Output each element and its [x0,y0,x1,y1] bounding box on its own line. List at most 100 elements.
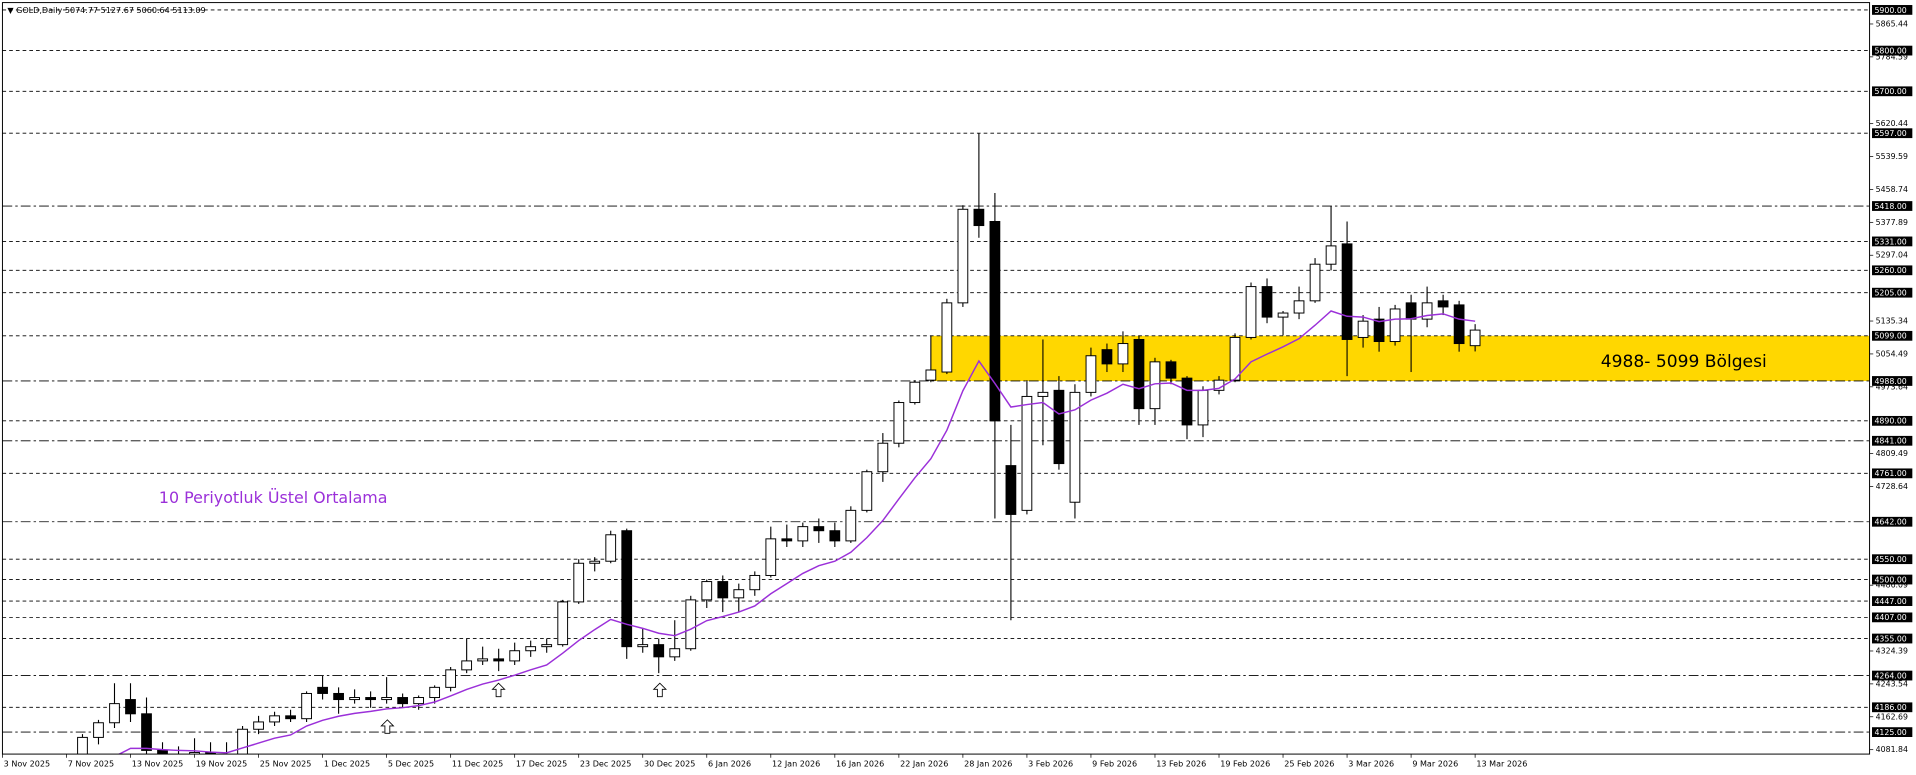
x-tick-label: 13 Mar 2026 [1476,759,1527,768]
axis-layer: 5865.44 5784.59 5620.44 5539.59 5458.74 5377.… [2,5,1913,768]
arrow-up [652,682,667,698]
candle-up [925,369,937,381]
level-tag [1872,330,1913,341]
level-tag [1872,376,1913,386]
candle-up [605,534,617,562]
y-tick-label: 4324.39 [1876,646,1908,655]
candle-up [1069,391,1081,503]
level-label: 5418.00 [1874,202,1906,211]
candle-down [333,692,344,701]
level-tag [1872,265,1913,276]
x-tick-label: 25 Nov 2025 [260,759,312,768]
candle-up [477,658,489,662]
level-label: 5800.00 [1874,46,1906,55]
candle-down [717,581,729,599]
x-tick-label: 25 Feb 2026 [1284,759,1334,768]
level-label: 5099.00 [1874,332,1906,341]
header-low: 5060.64 [137,5,170,14]
candle-down [1437,300,1449,308]
candle-down [1101,349,1113,365]
candle-down [989,220,1001,422]
candle-up [237,728,248,755]
x-tick-label: 7 Nov 2025 [68,759,114,768]
candle-up [1085,355,1097,393]
candle-up [1197,389,1209,426]
candle-up [909,381,921,404]
x-tick-label: 11 Dec 2025 [452,759,503,768]
x-tick-label: 16 Jan 2026 [836,759,884,768]
candle-up [93,722,104,738]
candle-down [653,644,665,658]
level-label: 4500.00 [1874,575,1906,584]
candle-up [1357,320,1369,338]
level-label: 5900.00 [1874,6,1906,15]
candle-down [1373,318,1385,343]
y-tick-label: 4486.09 [1876,581,1908,590]
x-tick-label: 13 Nov 2025 [132,759,184,768]
candle-up [381,697,392,701]
candle-up [749,574,761,591]
candle-up [637,644,649,648]
candle-up [701,581,713,601]
candle-up [541,644,553,648]
candle-up [893,402,905,444]
arrow-up [380,719,395,734]
candle-layer [77,133,1481,755]
y-tick-label: 4728.64 [1876,482,1908,491]
candle-up [253,721,264,730]
y-tick-label: 4973.64 [1876,382,1908,391]
candle-up [1325,245,1337,265]
candle-down [829,530,841,542]
level-label: 5597.00 [1874,129,1906,138]
level-tag [1872,702,1913,713]
candle-up [461,660,473,671]
candle-up [509,650,521,662]
candle-down [365,697,376,701]
y-tick-label: 4243.54 [1876,679,1908,688]
ema-line [117,310,1476,755]
x-tick-label: 1 Dec 2025 [324,759,370,768]
candle-down [781,538,793,542]
y-tick-label: 5458.74 [1876,185,1908,194]
candle-up [269,715,280,723]
level-label: 4355.00 [1874,634,1906,643]
x-tick-label: 9 Mar 2026 [1412,759,1458,768]
x-tick-label: 5 Dec 2025 [388,759,434,768]
candle-up [1021,395,1033,511]
y-tick-label: 5377.89 [1876,218,1908,227]
y-tick-label: 5054.49 [1876,349,1908,358]
candle-up [1117,343,1129,365]
level-label: 4550.00 [1874,555,1906,564]
y-tick-label: 5135.34 [1876,317,1908,326]
candle-up [957,208,969,304]
level-tag [1872,287,1913,298]
x-tick-label: 30 Dec 2025 [644,759,695,768]
y-tick-label: 5784.59 [1876,52,1908,61]
y-tick-label: 4809.49 [1876,449,1908,458]
level-tag [1872,670,1913,681]
candle-up [445,669,457,688]
x-tick-label: 12 Jan 2026 [772,759,820,768]
candle-up [1293,300,1305,314]
header-marker: ▼ [7,5,14,14]
level-tag [1872,574,1913,585]
level-tag [1872,128,1913,139]
level-tag [1872,201,1913,211]
level-tag [1872,554,1913,565]
zone-label: 4988- 5099 Bölgesi [1601,352,1767,372]
level-tag [1872,45,1913,56]
symbol: GOLD,Daily [16,5,62,14]
candle-down [1005,465,1017,515]
level-label: 5700.00 [1874,87,1906,96]
level-label: 5260.00 [1874,266,1906,275]
level-label: 4642.00 [1874,518,1906,527]
candle-down [1181,377,1193,426]
candle-up [765,538,777,576]
candle-up [1229,336,1241,381]
candle-up [1277,312,1289,318]
candle-up [573,562,585,603]
level-label: 4761.00 [1874,469,1906,478]
candle-up [861,471,873,511]
candle-up [429,686,441,699]
